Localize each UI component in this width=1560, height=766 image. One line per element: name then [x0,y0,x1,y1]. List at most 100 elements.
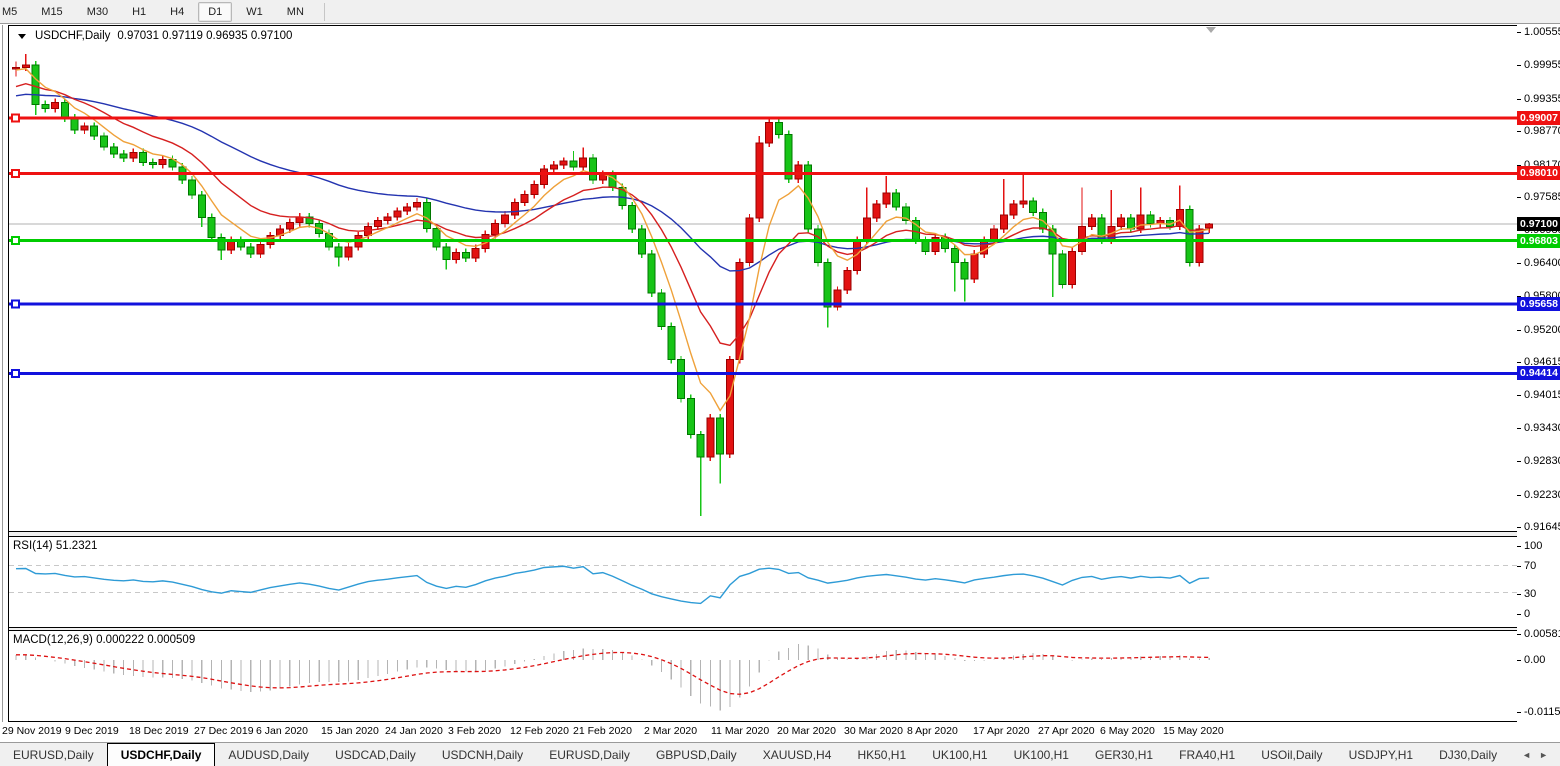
macd-tick-label: 0.005818 [1524,628,1560,640]
rsi-tick-label-tick [1517,566,1521,567]
price-tick-label-tick [1517,527,1521,528]
candle [696,434,705,458]
rsi-tick-label-tick [1517,614,1521,615]
chart-tab-usdchf-1[interactable]: USDCHF,Daily [106,743,216,766]
chart-tab-usdcad-3[interactable]: USDCAD,Daily [335,747,416,762]
chart-tab-fra40-12[interactable]: FRA40,H1 [1179,747,1236,762]
candle [716,417,725,455]
chart-tab-usdjpy-14[interactable]: USDJPY,H1 [1348,747,1414,762]
chart-tab-uk100-9[interactable]: UK100,H1 [932,747,988,762]
rsi-pane[interactable] [9,537,1517,627]
candle [1195,228,1204,263]
candle [647,253,656,294]
line-anchor-handle[interactable] [11,113,20,123]
price-tick-label-tick [1517,495,1521,496]
chart-tab-audusd-2[interactable]: AUDUSD,Daily [228,747,310,762]
timeframe-button-w1[interactable]: W1 [246,5,263,18]
line-anchor-handle[interactable] [11,299,20,309]
chart-tab-usdcnh-4[interactable]: USDCNH,Daily [441,747,524,762]
candle [843,270,852,291]
candle [285,221,294,230]
timeframe-button-h4[interactable]: H4 [170,5,185,18]
price-tick-label: 0.96400 [1524,257,1560,269]
price-level-badge: 0.94414 [1517,366,1560,381]
chart-tab-gbpusd-6[interactable]: GBPUSD,Daily [655,747,737,762]
macd-indicator-label: MACD(12,26,9) 0.000222 0.000509 [13,634,196,646]
price-tick-label-tick [1517,32,1521,33]
price-tick-label: 1.00555 [1524,26,1560,38]
price-tick-label: 0.99955 [1524,59,1560,71]
candle [51,101,60,109]
date-label: 6 Jan 2020 [256,725,308,737]
candle [393,210,402,218]
timeframe-button-d1[interactable]: D1 [198,1,233,22]
candle [530,184,539,196]
candle [549,164,558,170]
chart-tab-usoil-13[interactable]: USOil,Daily [1261,747,1323,762]
candle [628,205,637,230]
price-tick-label-tick [1517,461,1521,462]
price-tick-label-tick [1517,131,1521,132]
chevron-down-icon[interactable] [18,33,26,39]
price-tick-label-tick [1517,395,1521,396]
candle [589,157,598,181]
price-tick-label-tick [1517,428,1521,429]
chart-tab-xauusd-7[interactable]: XAUUSD,H4 [762,747,832,762]
price-level-badge: 0.99007 [1517,111,1560,126]
chart-tab-ger30-11[interactable]: GER30,H1 [1095,747,1154,762]
tab-scroll-right-icon[interactable]: ► [1539,749,1548,760]
date-label: 9 Dec 2019 [65,725,119,737]
candle [100,135,109,148]
line-anchor-handle[interactable] [11,168,20,178]
price-tick-label-tick [1517,165,1521,166]
chart-tab-eurusd-5[interactable]: EURUSD,Daily [549,747,630,762]
timeframe-toolbar: M5 M15 M30 H1 H4 D1 W1 MN [0,0,1560,24]
timeframe-button-m15[interactable]: M15 [41,5,63,18]
pane-divider-macd[interactable] [9,627,1517,631]
timeframe-button-mn[interactable]: MN [286,5,304,18]
price-pane[interactable] [9,26,1517,531]
date-label: 8 Apr 2020 [907,725,958,737]
price-axis[interactable]: 1.00555 0.99955 0.99355 0.98770 0.98170 0.975… [1517,25,1560,741]
candle [677,359,686,400]
candle [422,201,431,229]
candle [148,161,157,166]
candle [1117,217,1126,227]
chart-tab-dj30-15[interactable]: DJ30,Daily [1439,747,1498,762]
toolbar-separator [323,2,325,21]
rsi-tick-label: 0 [1524,608,1531,620]
candle [90,125,99,137]
chart-tab-uk100-10[interactable]: UK100,H1 [1013,747,1069,762]
candle [784,134,793,180]
macd-tick-label-tick [1517,634,1521,635]
date-label: 30 Mar 2020 [844,725,903,737]
chart-tab-eurusd-0[interactable]: EURUSD,Daily [13,747,94,762]
candle [80,125,89,131]
pane-divider-rsi[interactable] [9,531,1517,537]
candle [158,159,167,166]
rsi-tick-label-tick [1517,546,1521,547]
candle [510,201,519,216]
price-tick-label: 0.99355 [1524,93,1560,105]
tab-scroll-left-icon[interactable]: ◄ [1522,749,1532,760]
candle [109,146,118,155]
price-level-badge: 0.96803 [1517,233,1560,248]
chart-tab-hk50-8[interactable]: HK50,H1 [857,747,907,762]
line-anchor-handle[interactable] [11,236,20,246]
date-label: 15 Jan 2020 [321,725,379,737]
date-axis[interactable]: 29 Nov 2019 9 Dec 2019 18 Dec 2019 27 Dec 2… [0,723,1560,741]
macd-pane[interactable] [9,631,1517,721]
price-tick-label-tick [1517,197,1521,198]
current-price-badge: 0.97100 [1517,217,1560,232]
timeframe-button-m5[interactable]: M5 [2,5,18,18]
rsi-tick-label: 100 [1524,540,1543,552]
candle [872,203,881,219]
timeframe-button-h1[interactable]: H1 [132,5,147,18]
line-anchor-handle[interactable] [11,368,20,378]
price-tick-label-tick [1517,263,1521,264]
window-gutter [2,25,3,722]
candle [1087,217,1096,227]
candle [21,64,30,68]
timeframe-button-m30[interactable]: M30 [86,5,109,18]
